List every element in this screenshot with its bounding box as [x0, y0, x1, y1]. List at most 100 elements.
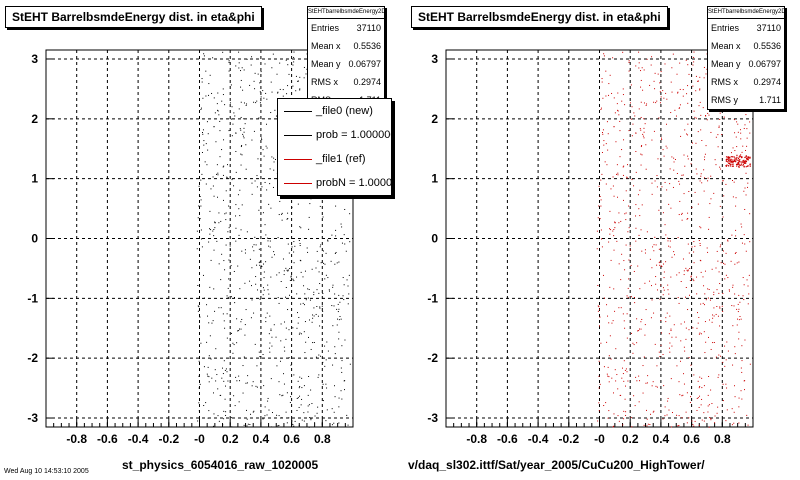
left-data-point	[271, 67, 273, 69]
right-data-point	[747, 165, 749, 167]
right-data-point	[747, 424, 749, 426]
left-data-point	[225, 368, 227, 370]
left-data-point	[331, 408, 333, 410]
left-data-point	[256, 289, 258, 291]
right-data-point	[624, 327, 626, 329]
right-data-point	[673, 157, 675, 159]
left-data-point	[215, 141, 217, 143]
right-data-point	[702, 276, 704, 278]
right-data-point	[699, 101, 701, 103]
left-data-point	[225, 414, 227, 416]
right-data-point	[739, 129, 741, 131]
right-data-point	[659, 264, 661, 266]
left-data-point	[214, 222, 216, 224]
left-data-point	[217, 415, 219, 417]
left-data-point	[243, 69, 245, 71]
right-data-point	[691, 420, 693, 422]
left-data-point	[283, 373, 285, 375]
right-data-point	[701, 140, 703, 142]
left-data-point	[209, 228, 211, 230]
left-data-point	[233, 344, 235, 346]
right-data-point	[671, 256, 673, 258]
right-data-point	[598, 375, 600, 377]
right-data-point	[686, 133, 688, 135]
right-data-point	[681, 395, 683, 397]
left-data-point	[347, 285, 349, 287]
left-data-point	[325, 252, 327, 254]
right-data-point	[733, 159, 735, 161]
left-data-point	[208, 381, 210, 383]
left-data-point	[216, 173, 218, 175]
left-data-point	[319, 283, 321, 285]
right-y-tick-label: 2	[431, 112, 438, 126]
left-data-point	[264, 63, 266, 65]
left-data-point	[223, 139, 225, 141]
right-data-point	[735, 251, 737, 253]
left-data-point	[331, 424, 333, 426]
right-data-point	[643, 127, 645, 129]
left-data-point	[228, 259, 230, 261]
left-data-point	[203, 366, 205, 368]
left-data-point	[255, 385, 257, 387]
left-data-point	[207, 315, 209, 317]
right-data-point	[667, 289, 669, 291]
right-data-point	[743, 162, 745, 164]
right-data-point	[719, 246, 721, 248]
right-data-point	[615, 141, 617, 143]
right-data-point	[670, 276, 672, 278]
right-data-point	[630, 265, 632, 267]
right-data-point	[712, 342, 714, 344]
right-data-point	[717, 376, 719, 378]
right-data-point	[693, 110, 695, 112]
left-data-point	[343, 234, 345, 236]
right-data-point	[618, 222, 620, 224]
right-data-point	[685, 287, 687, 289]
right-data-point	[618, 114, 620, 116]
right-data-point	[678, 272, 680, 274]
left-data-point	[304, 293, 306, 295]
left-data-point	[311, 321, 313, 323]
right-data-point	[626, 295, 628, 297]
right-data-point	[741, 226, 743, 228]
left-data-point	[333, 411, 335, 413]
right-data-point	[736, 159, 738, 161]
right-data-point	[691, 142, 693, 144]
right-data-point	[669, 315, 671, 317]
left-data-point	[256, 175, 258, 177]
left-data-point	[210, 229, 212, 231]
right-data-point	[656, 264, 658, 266]
right-data-point	[657, 158, 659, 160]
right-data-point	[598, 402, 600, 404]
left-data-point	[240, 86, 242, 88]
right-data-point	[626, 313, 628, 315]
right-data-point	[663, 385, 665, 387]
right-data-point	[603, 144, 605, 146]
left-data-point	[277, 237, 279, 239]
left-data-point	[287, 269, 289, 271]
right-data-point	[741, 156, 743, 159]
left-data-point	[297, 203, 299, 205]
right-data-point	[696, 409, 698, 411]
right-data-point	[708, 426, 710, 428]
left-data-point	[200, 342, 202, 344]
left-data-point	[311, 268, 313, 270]
left-data-point	[293, 280, 295, 282]
left-data-point	[269, 315, 271, 317]
left-data-point	[224, 269, 226, 271]
right-data-point	[641, 204, 643, 206]
right-data-point	[728, 289, 730, 291]
right-data-point	[736, 163, 739, 166]
right-data-point	[736, 146, 738, 148]
right-data-point	[702, 302, 704, 304]
right-data-point	[670, 81, 672, 83]
left-data-point	[208, 410, 210, 412]
left-data-point	[230, 417, 232, 419]
left-data-point	[251, 193, 253, 195]
right-data-point	[749, 132, 751, 134]
right-data-point	[693, 241, 695, 243]
left-data-point	[240, 146, 242, 148]
right-data-point	[732, 286, 734, 288]
right-data-point	[718, 271, 720, 273]
left-data-point	[236, 318, 238, 320]
